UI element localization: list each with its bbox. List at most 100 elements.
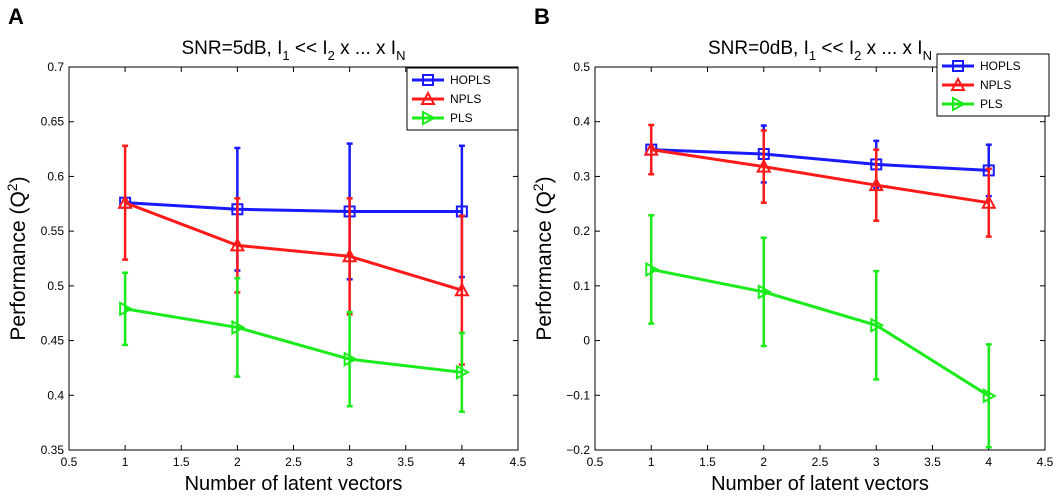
x-tick-label: 3.5 bbox=[924, 455, 941, 469]
legend-marker-npls bbox=[950, 76, 966, 91]
y-tick-label: 0.4 bbox=[47, 388, 64, 402]
y-tick-label: 0.55 bbox=[41, 224, 65, 238]
data-point-npls bbox=[229, 237, 246, 252]
y-tick-label: 0.5 bbox=[47, 279, 64, 293]
legend: HOPLS NPLS PLS bbox=[936, 53, 1050, 117]
legend-label-pls: PLS bbox=[980, 97, 1003, 111]
data-point-npls bbox=[756, 158, 772, 173]
series-line-pls bbox=[650, 267, 990, 398]
panel-letter: B bbox=[534, 4, 550, 29]
x-tick-label: 4 bbox=[459, 455, 466, 469]
x-tick-label: 4.5 bbox=[1037, 455, 1054, 469]
y-axis-label: Performance (Q2) bbox=[4, 176, 30, 340]
legend-marker-pls bbox=[952, 96, 967, 112]
x-tick-label: 1 bbox=[122, 455, 129, 469]
series-pls bbox=[645, 214, 997, 449]
series-hopls bbox=[119, 142, 468, 281]
data-point-pls bbox=[343, 351, 358, 367]
y-label-tail: ) bbox=[533, 176, 556, 183]
x-tick-label: 3.5 bbox=[397, 455, 414, 469]
legend-label-hopls: HOPLS bbox=[980, 59, 1021, 73]
title-mid-2: x ... x I bbox=[861, 38, 922, 59]
y-tick-label: 0.3 bbox=[573, 169, 590, 183]
data-point-npls bbox=[341, 248, 358, 263]
y-tick-label: 0.6 bbox=[47, 169, 64, 183]
data-point-pls bbox=[645, 261, 660, 278]
data-point-npls bbox=[981, 194, 997, 209]
y-tick-label: 0 bbox=[583, 334, 590, 348]
y-tick-label: 0.5 bbox=[573, 60, 590, 74]
title-mid-1: << I bbox=[816, 38, 854, 59]
series-line-npls bbox=[651, 148, 989, 205]
series-npls bbox=[117, 144, 470, 366]
y-label-main: Performance (Q bbox=[7, 191, 30, 340]
title-mid-2: x ... x I bbox=[335, 38, 396, 59]
y-tick-label: 0.2 bbox=[573, 224, 590, 238]
title-sub-2: 2 bbox=[854, 48, 861, 63]
legend-label-pls: PLS bbox=[450, 111, 473, 125]
title-sub-n: N bbox=[396, 48, 405, 63]
x-tick-label: 3 bbox=[346, 455, 353, 469]
title-sub-1: 1 bbox=[809, 48, 816, 63]
y-tick-label: 0.4 bbox=[573, 115, 590, 129]
x-tick-label: 4 bbox=[985, 455, 992, 469]
x-axis-label: Number of latent vectors bbox=[711, 473, 929, 495]
data-point-npls bbox=[868, 177, 884, 192]
series-line-hopls bbox=[651, 148, 989, 172]
x-tick-label: 0.5 bbox=[61, 455, 78, 469]
title-sub-1: 1 bbox=[282, 48, 289, 63]
chart-panel-a: A 0.5 1 1.5 2 2.5 3 3.5 4 4.5 0.35 0.4 0.45 0.5 0.55 0.… bbox=[4, 4, 527, 495]
data-point-npls bbox=[117, 194, 133, 209]
legend-marker-hopls bbox=[952, 60, 964, 72]
x-axis-label: Number of latent vectors bbox=[185, 473, 403, 495]
y-tick-label: 0.7 bbox=[47, 60, 64, 74]
data-point-npls bbox=[643, 141, 659, 156]
series-line-pls bbox=[124, 307, 463, 374]
legend-label-npls: NPLS bbox=[450, 92, 481, 106]
data-point-pls bbox=[870, 317, 885, 333]
y-tick-label: −0.1 bbox=[566, 388, 590, 402]
legend-label-npls: NPLS bbox=[980, 78, 1011, 92]
data-point-pls bbox=[757, 284, 772, 300]
series-line-hopls bbox=[125, 201, 462, 213]
series-line-npls bbox=[124, 201, 463, 292]
series-npls bbox=[643, 123, 997, 238]
chart-title: SNR=0dB, I1 << I2 x ... x IN bbox=[708, 38, 932, 63]
y-axis-label: Performance (Q2) bbox=[530, 176, 556, 340]
y-tick-label: 0.1 bbox=[573, 279, 590, 293]
data-point-pls bbox=[982, 388, 997, 404]
panel-letter: A bbox=[8, 4, 24, 29]
data-point-pls bbox=[455, 364, 470, 380]
x-tick-label: 2 bbox=[760, 455, 767, 469]
legend-label-hopls: HOPLS bbox=[450, 73, 491, 87]
y-label-sup: 2 bbox=[530, 183, 546, 191]
y-tick-label: −0.2 bbox=[566, 443, 590, 457]
y-tick-label: 0.65 bbox=[41, 115, 65, 129]
legend: HOPLS NPLS PLS bbox=[406, 67, 519, 131]
y-tick-label: 0.35 bbox=[41, 443, 65, 457]
y-tick-label: 0.45 bbox=[41, 334, 65, 348]
data-point-pls bbox=[119, 301, 134, 317]
y-label-main: Performance (Q bbox=[533, 191, 556, 340]
x-tick-label: 0.5 bbox=[587, 455, 604, 469]
legend-marker-hopls bbox=[422, 74, 434, 86]
chart-title: SNR=5dB, I1 << I2 x ... x IN bbox=[182, 38, 406, 63]
data-point-npls bbox=[454, 282, 470, 297]
title-main: SNR=0dB, I bbox=[708, 38, 809, 59]
title-mid-1: << I bbox=[290, 38, 328, 59]
x-tick-label: 3 bbox=[873, 455, 880, 469]
x-tick-label: 1.5 bbox=[173, 455, 190, 469]
x-tick-label: 1.5 bbox=[699, 455, 716, 469]
y-label-sup: 2 bbox=[4, 183, 20, 191]
data-point-pls bbox=[231, 319, 246, 336]
x-tick-label: 2 bbox=[234, 455, 241, 469]
x-tick-label: 2.5 bbox=[812, 455, 829, 469]
title-sub-n: N bbox=[923, 48, 932, 63]
series-pls bbox=[119, 271, 470, 413]
x-tick-label: 2.5 bbox=[285, 455, 302, 469]
axes-box bbox=[594, 66, 1046, 451]
legend-marker-npls bbox=[420, 90, 436, 105]
legend-marker-pls bbox=[422, 110, 437, 126]
series-hopls bbox=[645, 124, 995, 198]
